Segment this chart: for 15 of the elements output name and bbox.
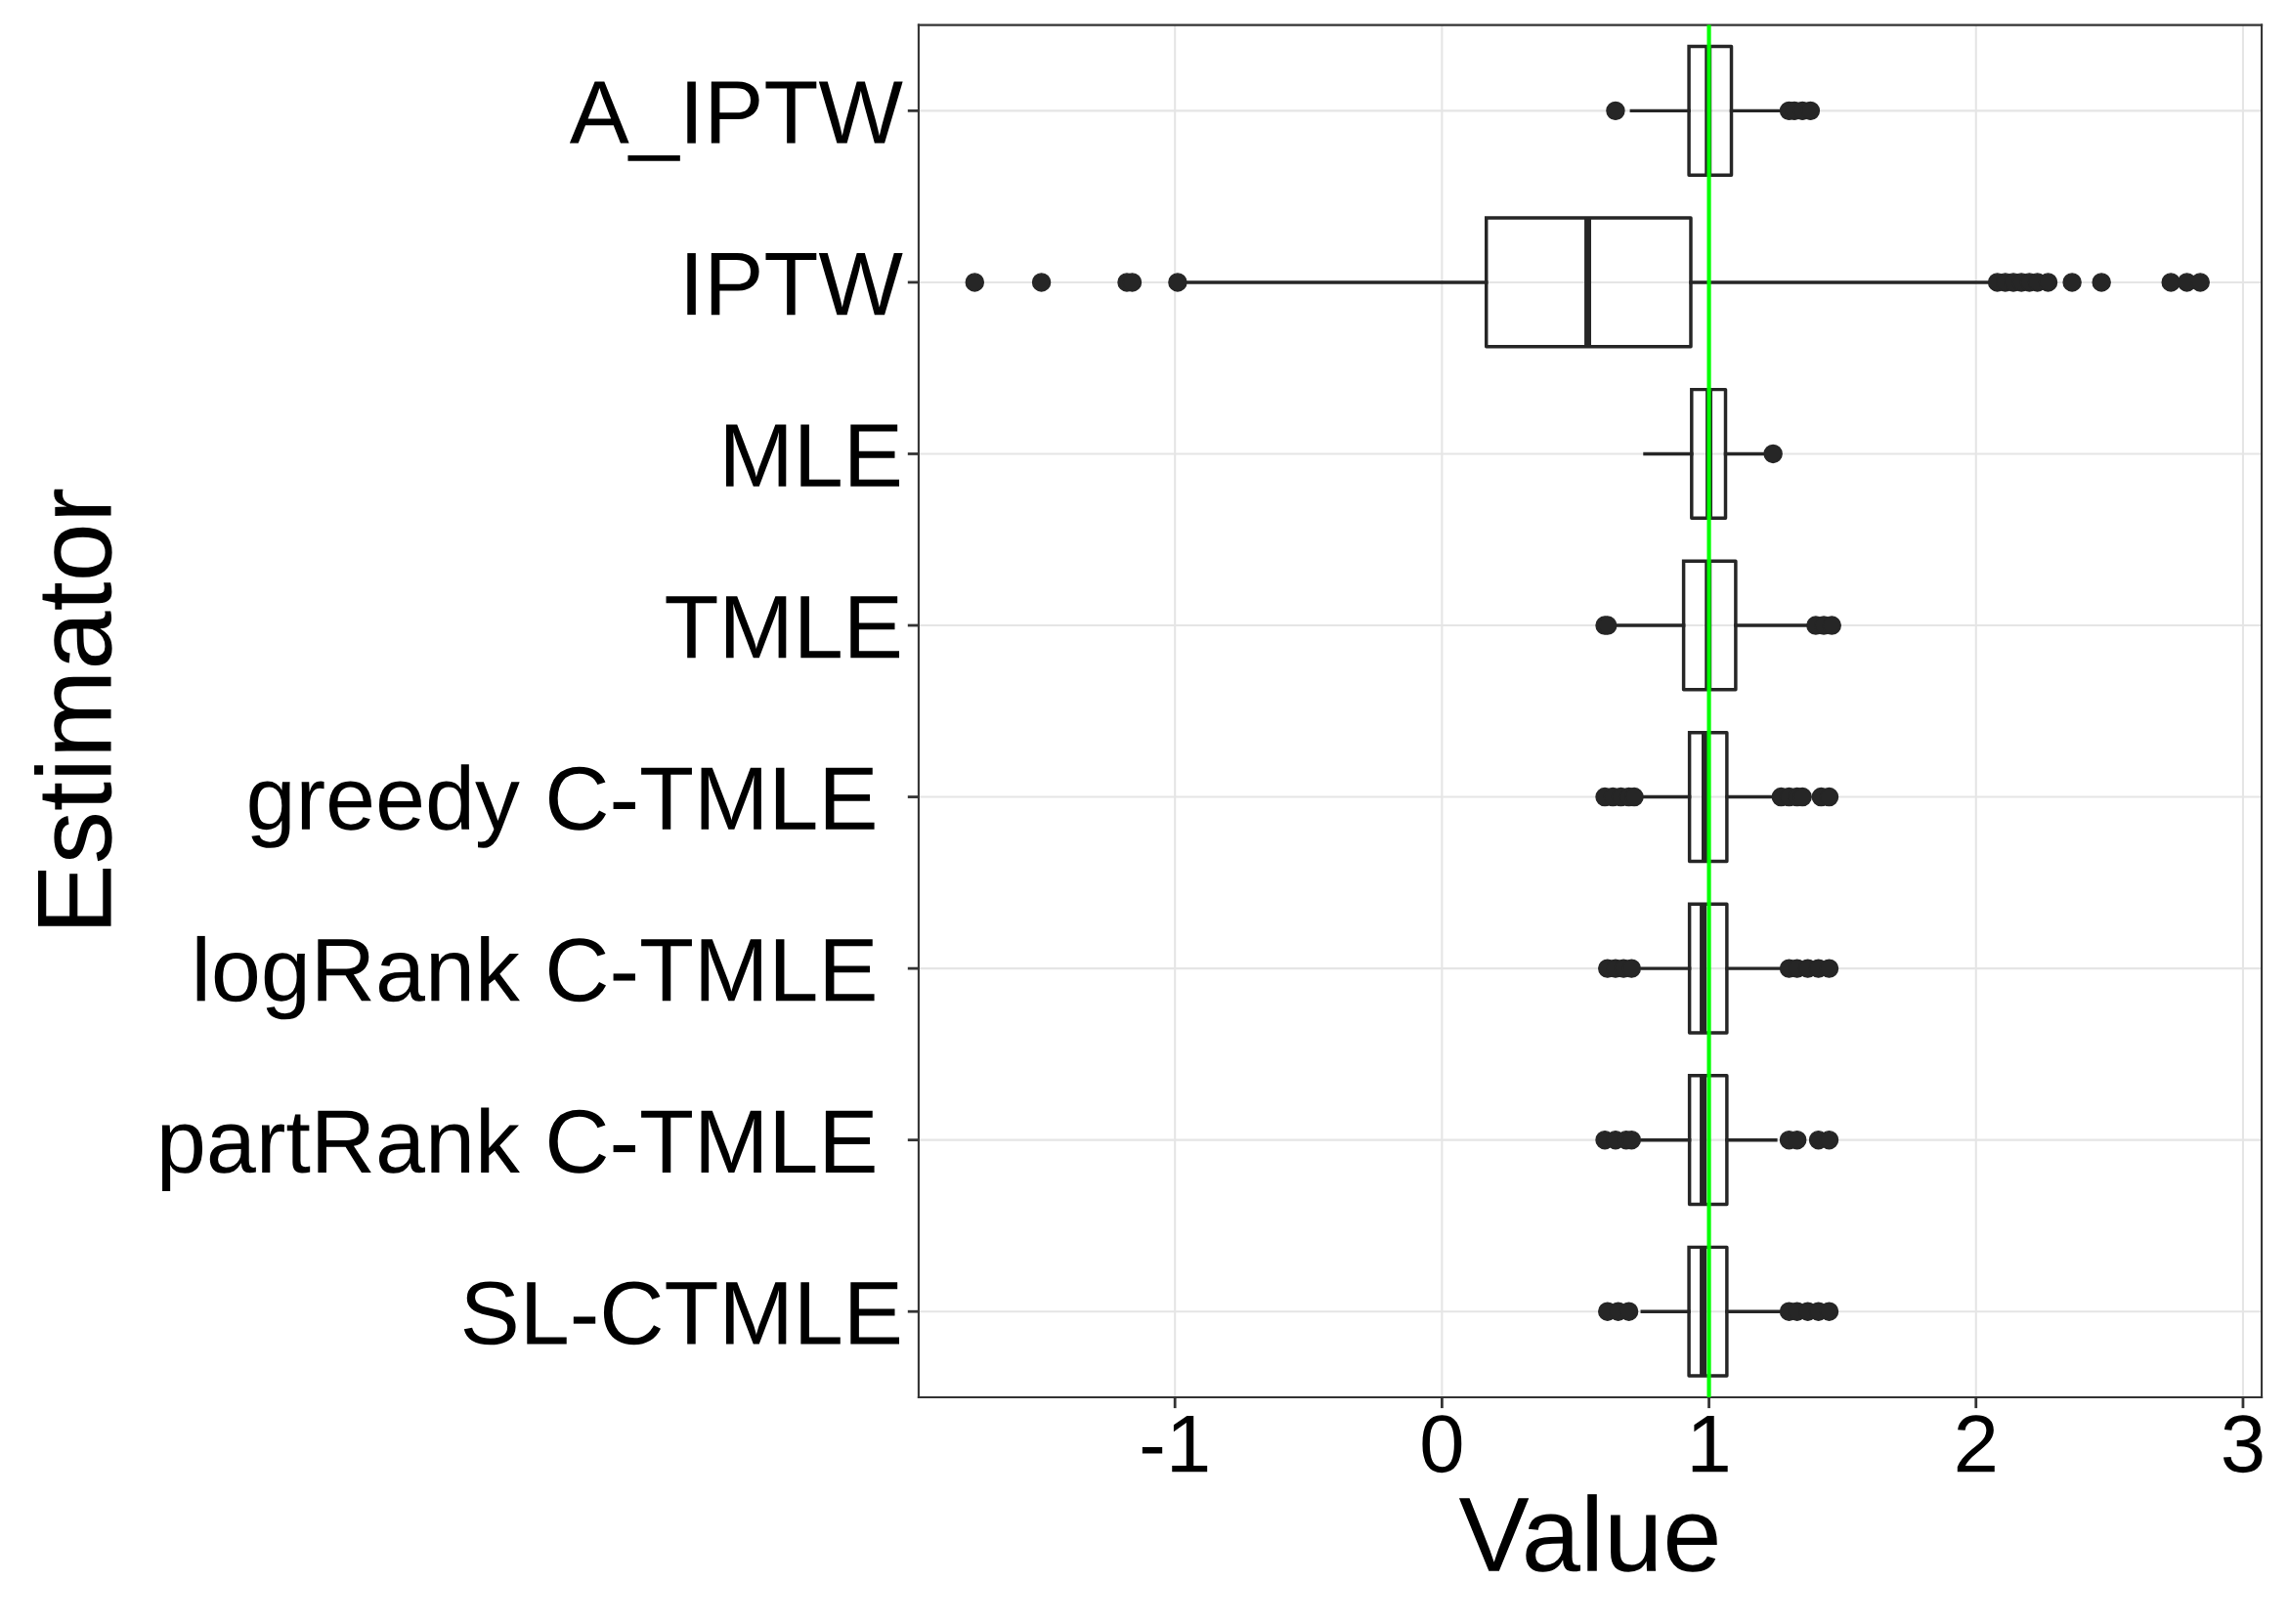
x-axis-title: Value [1458, 1494, 1717, 1572]
y-tick-label: MLE [725, 424, 900, 487]
y-tick-label: partRank C-TMLE [161, 1107, 875, 1191]
y-tick-label: logRank C-TMLE [196, 935, 875, 1020]
y-tick-label: greedy C-TMLE [249, 764, 875, 848]
y-tick-label: TMLE [666, 596, 900, 659]
x-tick-label: 2 [1957, 1415, 1995, 1473]
x-tick-label: 3 [2223, 1415, 2263, 1474]
x-tick-label: 0 [1422, 1415, 1462, 1474]
y-tick-label: SL-CTMLE [463, 1281, 900, 1346]
y-axis-title: Estimator [34, 489, 112, 926]
x-tick-label: 1 [1692, 1416, 1728, 1473]
x-tick-label: -1 [1142, 1416, 1208, 1473]
y-tick-label: A_IPTW [569, 81, 903, 161]
y-tick-label: IPTW [687, 253, 903, 316]
